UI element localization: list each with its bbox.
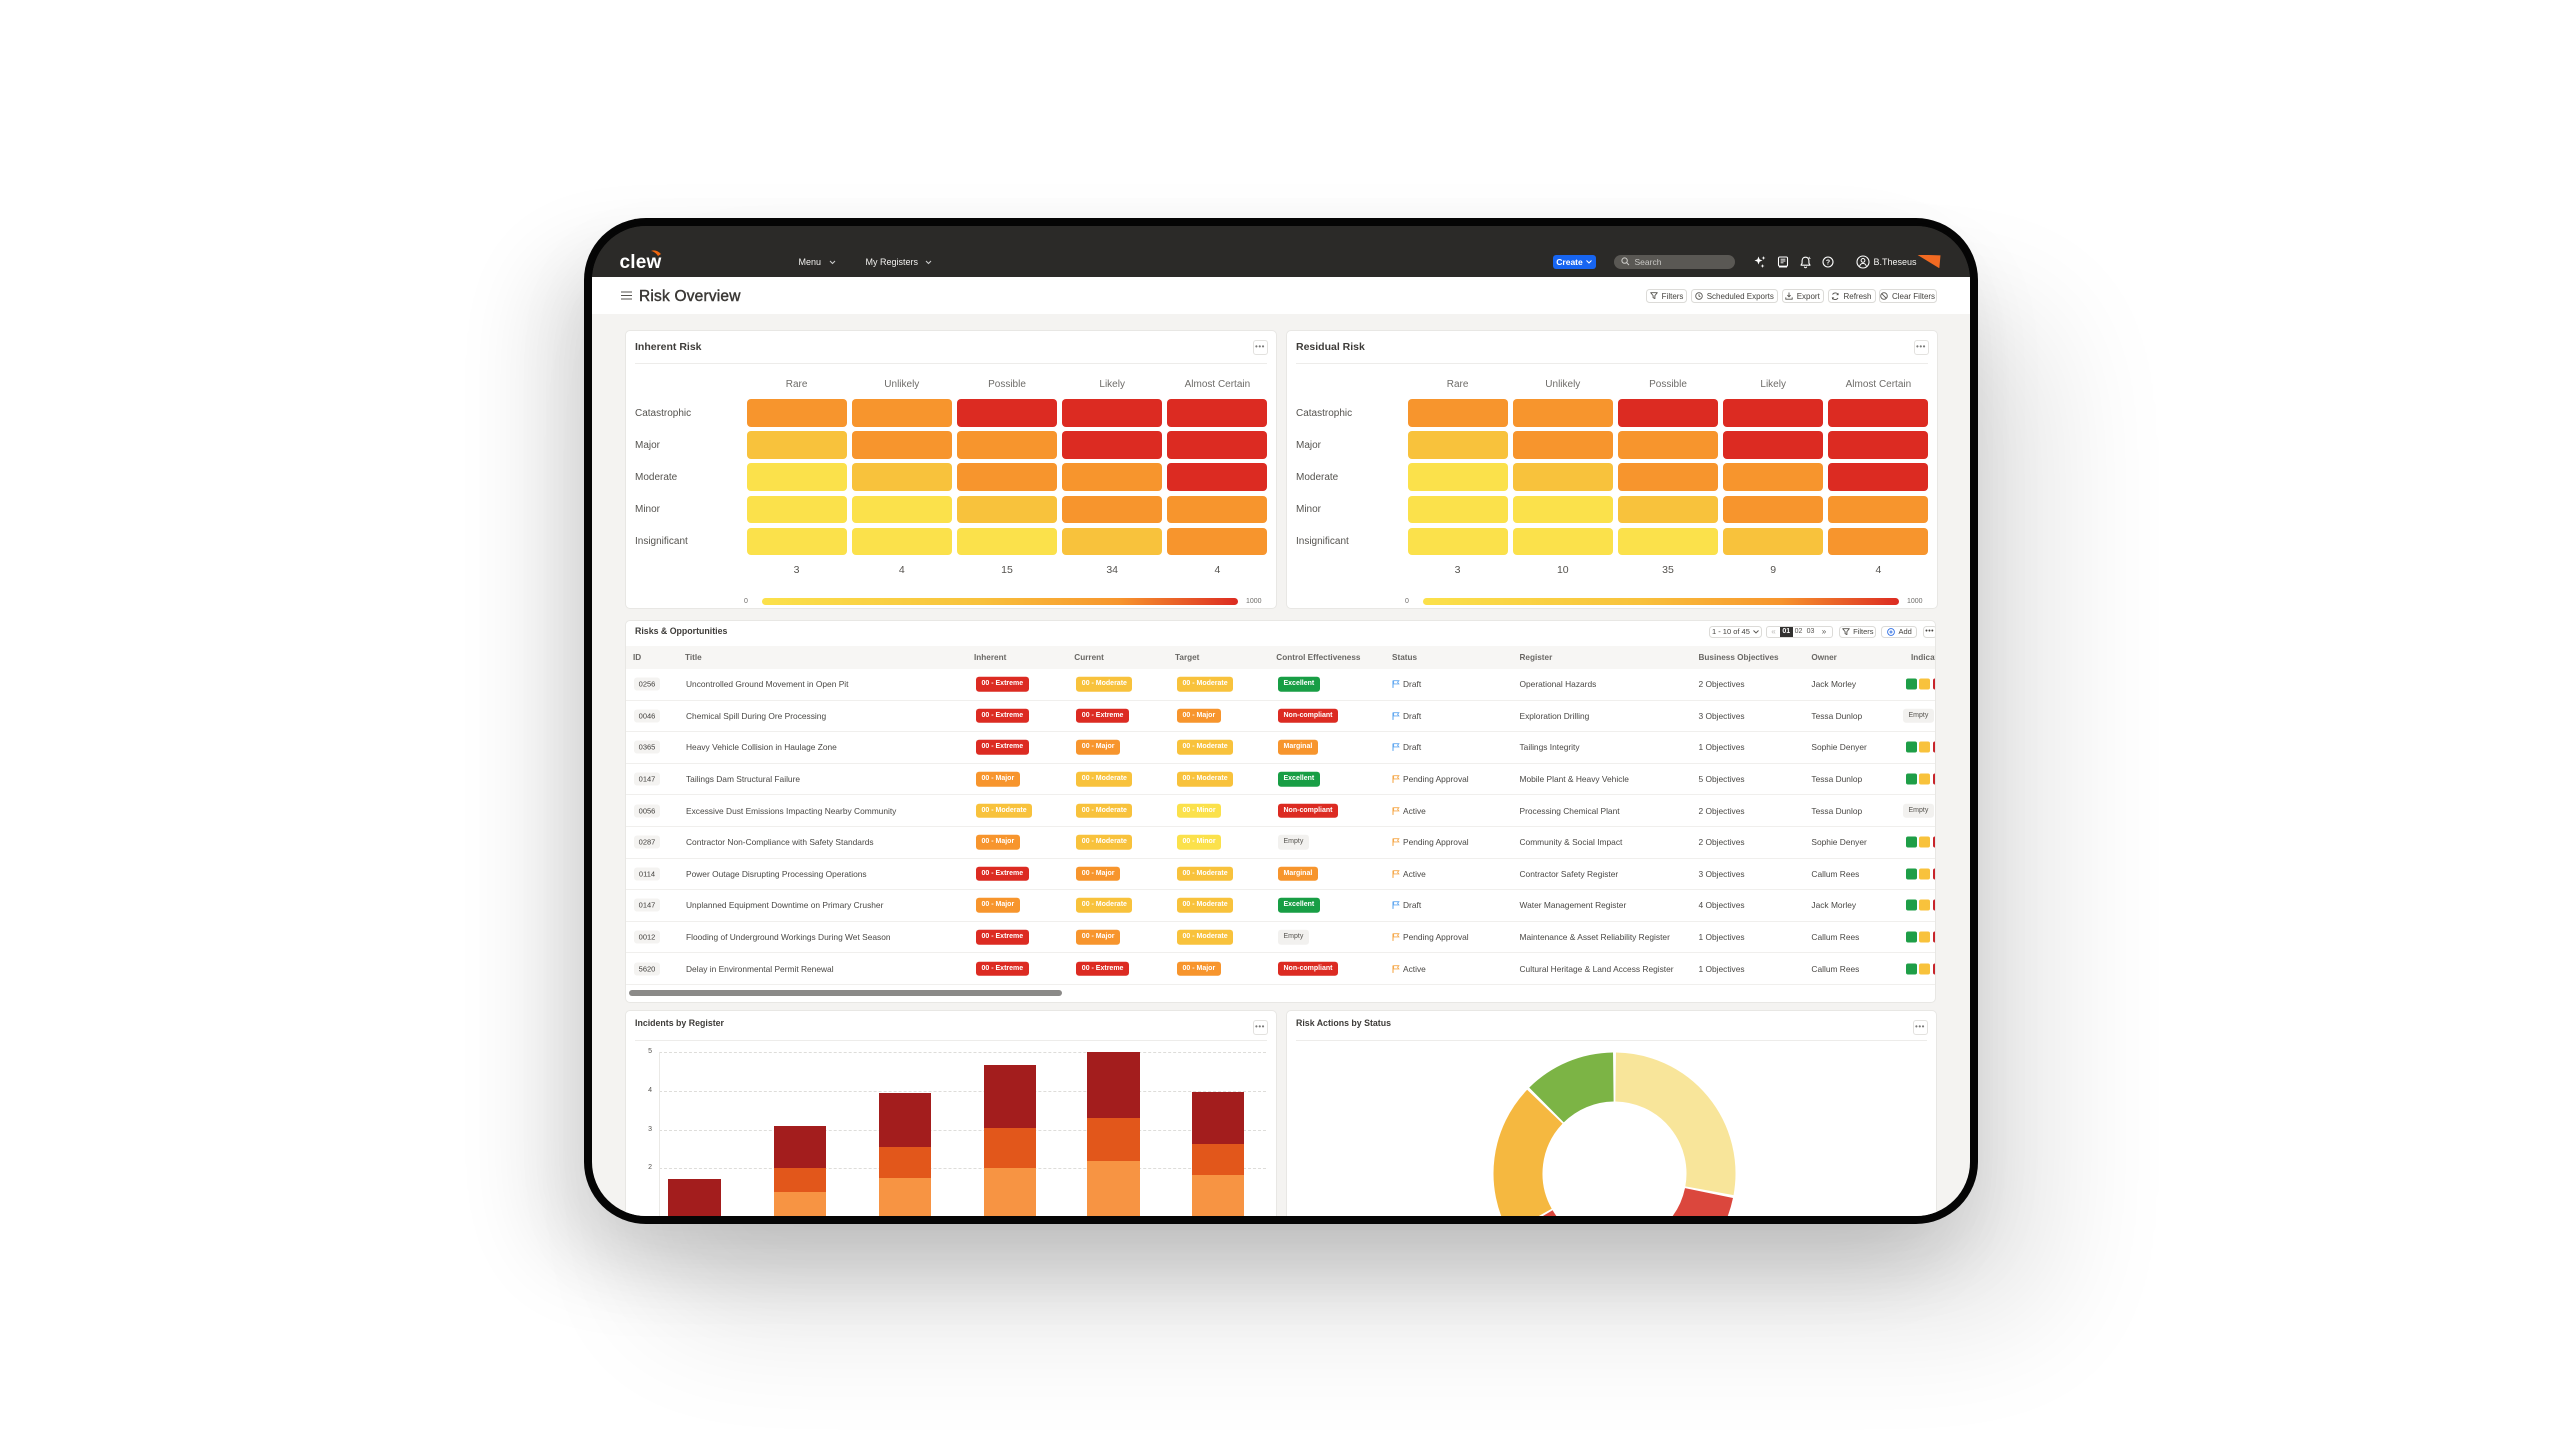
svg-text:?: ? (1825, 259, 1829, 266)
